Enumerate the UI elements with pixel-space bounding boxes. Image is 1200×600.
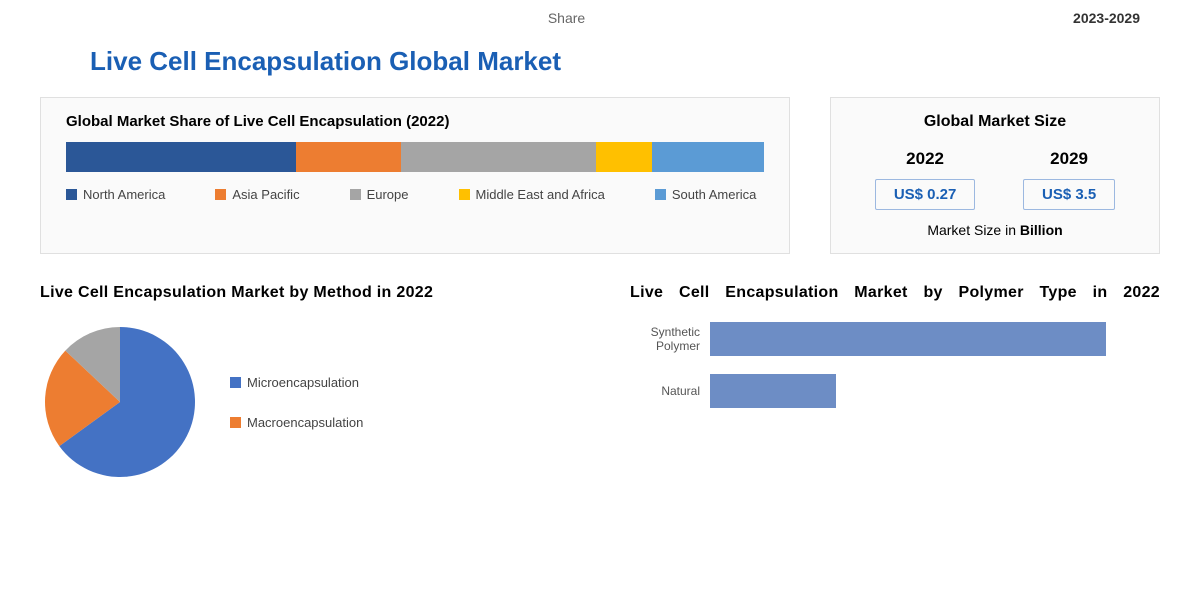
legend-item: Microencapsulation: [230, 375, 363, 390]
legend-swatch: [350, 189, 361, 200]
hbar-track: [710, 374, 1160, 408]
size-years-row: 2022 US$ 0.27 2029 US$ 3.5: [851, 149, 1139, 210]
size-footer-prefix: Market Size in: [927, 222, 1020, 238]
legend-swatch: [66, 189, 77, 200]
size-footer: Market Size in Billion: [851, 222, 1139, 238]
hbar-row: Natural: [630, 374, 1160, 408]
value-box: US$ 3.5: [1023, 179, 1115, 210]
legend-label: Europe: [367, 187, 409, 202]
legend-label: Asia Pacific: [232, 187, 299, 202]
year-label: 2022: [875, 149, 976, 169]
year-column: 2022 US$ 0.27: [875, 149, 976, 210]
bar-segment: [401, 142, 596, 172]
top-partial-row: Share 2023-2029: [20, 10, 1180, 26]
method-pie-chart: [40, 322, 200, 482]
method-chart-panel: Live Cell Encapsulation Market by Method…: [40, 284, 570, 482]
top-row: Global Market Share of Live Cell Encapsu…: [20, 97, 1180, 254]
hbar-fill: [710, 322, 1106, 356]
method-legend: Microencapsulation Macroencapsulation: [230, 375, 363, 430]
polymer-bars: Synthetic Polymer Natural: [630, 322, 1160, 408]
legend-label: South America: [672, 187, 757, 202]
hbar-label: Natural: [630, 384, 710, 398]
pie-layout: Microencapsulation Macroencapsulation: [40, 322, 570, 482]
polymer-chart-title: Live Cell Encapsulation Market by Polyme…: [630, 284, 1160, 302]
region-legend: North America Asia Pacific Europe Middle Ea…: [66, 187, 764, 202]
method-chart-title: Live Cell Encapsulation Market by Method…: [40, 284, 570, 302]
legend-swatch: [215, 189, 226, 200]
bar-segment: [66, 142, 296, 172]
legend-item: Macroencapsulation: [230, 415, 363, 430]
hbar-track: [710, 322, 1160, 356]
legend-item: North America: [66, 187, 165, 202]
legend-swatch: [230, 417, 241, 428]
stacked-bar: [66, 142, 764, 172]
main-title: Live Cell Encapsulation Global Market: [90, 46, 1180, 77]
value-box: US$ 0.27: [875, 179, 976, 210]
legend-item: South America: [655, 187, 757, 202]
year-label: 2029: [1023, 149, 1115, 169]
legend-swatch: [459, 189, 470, 200]
bar-segment: [596, 142, 652, 172]
market-size-panel: Global Market Size 2022 US$ 0.27 2029 US$ 3…: [830, 97, 1160, 254]
legend-item: Middle East and Africa: [459, 187, 605, 202]
polymer-chart-panel: Live Cell Encapsulation Market by Polyme…: [630, 284, 1160, 482]
legend-label: Macroencapsulation: [247, 415, 363, 430]
hbar-label: Synthetic Polymer: [630, 325, 710, 354]
market-share-title: Global Market Share of Live Cell Encapsu…: [66, 113, 764, 130]
year-column: 2029 US$ 3.5: [1023, 149, 1115, 210]
legend-label: Microencapsulation: [247, 375, 359, 390]
hbar-row: Synthetic Polymer: [630, 322, 1160, 356]
bar-segment: [652, 142, 764, 172]
bottom-row: Live Cell Encapsulation Market by Method…: [20, 254, 1180, 482]
hbar-fill: [710, 374, 836, 408]
legend-item: Europe: [350, 187, 409, 202]
market-size-title: Global Market Size: [851, 113, 1139, 131]
legend-item: Asia Pacific: [215, 187, 299, 202]
partial-center: Share: [548, 10, 585, 26]
legend-label: North America: [83, 187, 165, 202]
legend-swatch: [230, 377, 241, 388]
partial-right: 2023-2029: [1073, 10, 1140, 26]
legend-label: Middle East and Africa: [476, 187, 605, 202]
legend-swatch: [655, 189, 666, 200]
size-footer-bold: Billion: [1020, 222, 1063, 238]
market-share-panel: Global Market Share of Live Cell Encapsu…: [40, 97, 790, 254]
bar-segment: [296, 142, 401, 172]
